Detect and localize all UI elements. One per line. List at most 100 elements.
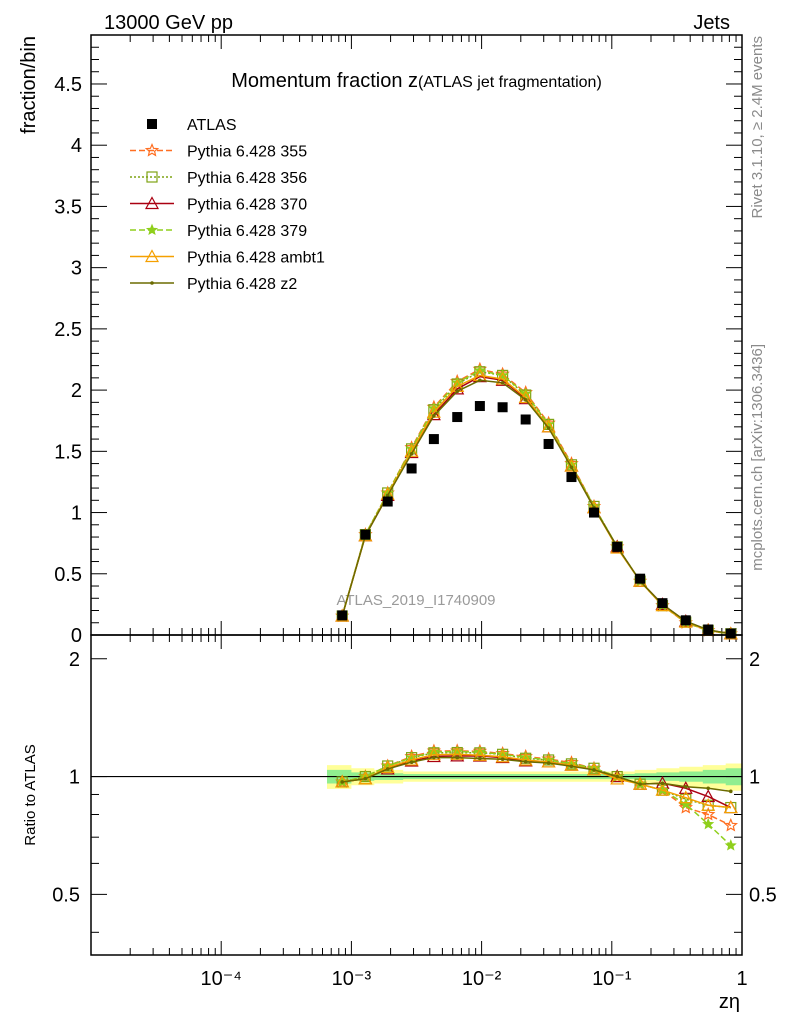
ratio-y-axis-label: Ratio to ATLAS <box>22 744 39 845</box>
atlas-data-point <box>497 402 508 413</box>
y-tick-label: 2.5 <box>54 319 82 341</box>
series-5-ratio-point <box>523 759 528 764</box>
series-4-ratio-point <box>723 800 738 814</box>
atlas-data-point <box>657 598 668 609</box>
series-4-ratio-point <box>426 747 441 761</box>
legend-label-5: Pythia 6.428 z2 <box>187 276 297 293</box>
axis-ticks: 10⁻⁴ 10⁻³ 10⁻² 10⁻¹ 1 0 0.5 1 1.5 2 2.5 3 3.5 4 4.5 0.5… <box>52 35 777 990</box>
series-4-point <box>541 419 556 433</box>
series-0-ratio-point <box>723 817 739 832</box>
series-5-ratio-point <box>638 782 642 786</box>
legend-label-0: Pythia 6.428 355 <box>187 144 307 161</box>
ratio-y-tick-label-right: 2 <box>749 649 760 671</box>
main-y-axis-label: fraction/bin <box>18 36 40 134</box>
series-4-point <box>404 444 419 457</box>
series-5-ratio-point <box>500 757 505 762</box>
series-5-ratio-point <box>340 780 345 784</box>
legend-marker-2 <box>144 196 160 210</box>
series-5-ratio-point <box>683 784 688 789</box>
x-tick-label: 1 <box>736 968 747 990</box>
data-points-group <box>337 401 736 639</box>
y-tick-label: 0.5 <box>54 564 82 586</box>
header-jets: Jets <box>693 12 730 34</box>
series-4-ratio-point <box>404 752 419 766</box>
series-5-point <box>523 398 528 402</box>
y-tick-label: 1 <box>71 503 82 525</box>
atlas-data-point <box>382 496 393 507</box>
series-2-point <box>450 381 465 395</box>
series-4-ratio-point <box>678 790 693 804</box>
atlas-data-point <box>543 438 554 449</box>
series-5-ratio-point <box>478 756 482 761</box>
series-5-point <box>500 380 505 385</box>
series-2-ratio-point <box>701 789 716 803</box>
series-5-ratio-line <box>342 756 731 793</box>
x-tick-label: 10⁻⁴ <box>200 968 241 990</box>
y-tick-label: 4 <box>71 135 82 157</box>
ratio-series-group <box>335 743 739 851</box>
header-energy: 13000 GeV pp <box>104 12 233 34</box>
series-5-ratio-point <box>455 755 460 760</box>
series-5-point <box>569 465 574 470</box>
series-5-point <box>385 493 390 498</box>
series-5-point <box>455 389 460 394</box>
legend-marker-3 <box>145 223 159 236</box>
series-3-ratio-point <box>724 839 737 851</box>
series-5-ratio-point <box>363 776 368 781</box>
ratio-y-tick-label-right: 1 <box>749 767 760 789</box>
mcplots-label: mcplots.cern.ch [arXiv:1306.3436] <box>749 344 766 571</box>
legend-label-4: Pythia 6.428 ambt1 <box>187 250 325 267</box>
series-5-ratio-point <box>432 755 436 760</box>
ratio-plot-frame <box>90 634 743 956</box>
ratio-y-tick-label: 2 <box>69 649 80 671</box>
series-0-ratio-point <box>701 806 716 821</box>
legend-marker-4 <box>144 249 160 263</box>
legend-atlas-marker <box>147 119 157 129</box>
chart-title: Momentum fraction z (ATLAS jet fragmenta… <box>231 70 602 92</box>
y-tick-label: 3 <box>71 258 82 280</box>
series-5-ratio-point <box>546 761 551 765</box>
x-axis-label: zη <box>719 991 740 1013</box>
atlas-data-point <box>635 573 646 584</box>
series-3-ratio-point <box>702 817 715 830</box>
series-5-ratio-point <box>728 789 733 794</box>
y-tick-label: 4.5 <box>54 74 82 96</box>
y-tick-label: 1.5 <box>54 441 82 463</box>
series-4-ratio-point <box>518 752 533 766</box>
chart-title-sub: (ATLAS jet fragmentation) <box>418 74 602 91</box>
series-0-ratio-point <box>678 800 694 814</box>
atlas-data-point <box>589 507 600 518</box>
y-tick-label: 3.5 <box>54 196 82 218</box>
legend-label-2: Pythia 6.428 370 <box>187 197 307 214</box>
legend-label-3: Pythia 6.428 379 <box>187 223 307 240</box>
series-4-point <box>564 458 579 472</box>
ratio-y-tick-label: 0.5 <box>52 884 80 906</box>
legend-marker-1 <box>146 171 158 183</box>
series-4-ratio-point <box>610 771 625 785</box>
series-5-ratio-point <box>660 781 665 786</box>
series-4-ratio-point <box>655 782 670 796</box>
atlas-data-point <box>520 414 531 425</box>
atlas-data-point <box>680 615 691 626</box>
series-5-point <box>409 451 414 456</box>
series-5-point <box>478 378 482 383</box>
atlas-data-point <box>428 434 439 445</box>
x-tick-label: 10⁻¹ <box>592 968 632 990</box>
x-tick-label: 10⁻² <box>462 968 502 990</box>
atlas-data-point <box>360 529 371 540</box>
ratio-y-tick-label: 1 <box>69 767 80 789</box>
series-5-ratio-point <box>569 764 574 769</box>
series-4-line <box>341 374 731 635</box>
series-5-point <box>432 414 436 418</box>
series-5-ratio-point <box>706 786 710 791</box>
rivet-label: Rivet 3.1.10, ≥ 2.4M events <box>749 36 766 219</box>
legend-marker-0 <box>144 142 160 157</box>
atlas-data-point <box>612 541 623 552</box>
chart-title-main: Momentum fraction z <box>231 70 418 92</box>
series-5-ratio-point <box>592 768 596 772</box>
atlas-data-point <box>406 463 417 474</box>
atlas-data-point <box>725 628 736 639</box>
atlas-data-point <box>703 624 714 635</box>
legend: ATLAS Pythia 6.428 355 Pythia 6.428 356 Pyt… <box>130 117 325 293</box>
series-4-ratio-point <box>564 757 579 771</box>
